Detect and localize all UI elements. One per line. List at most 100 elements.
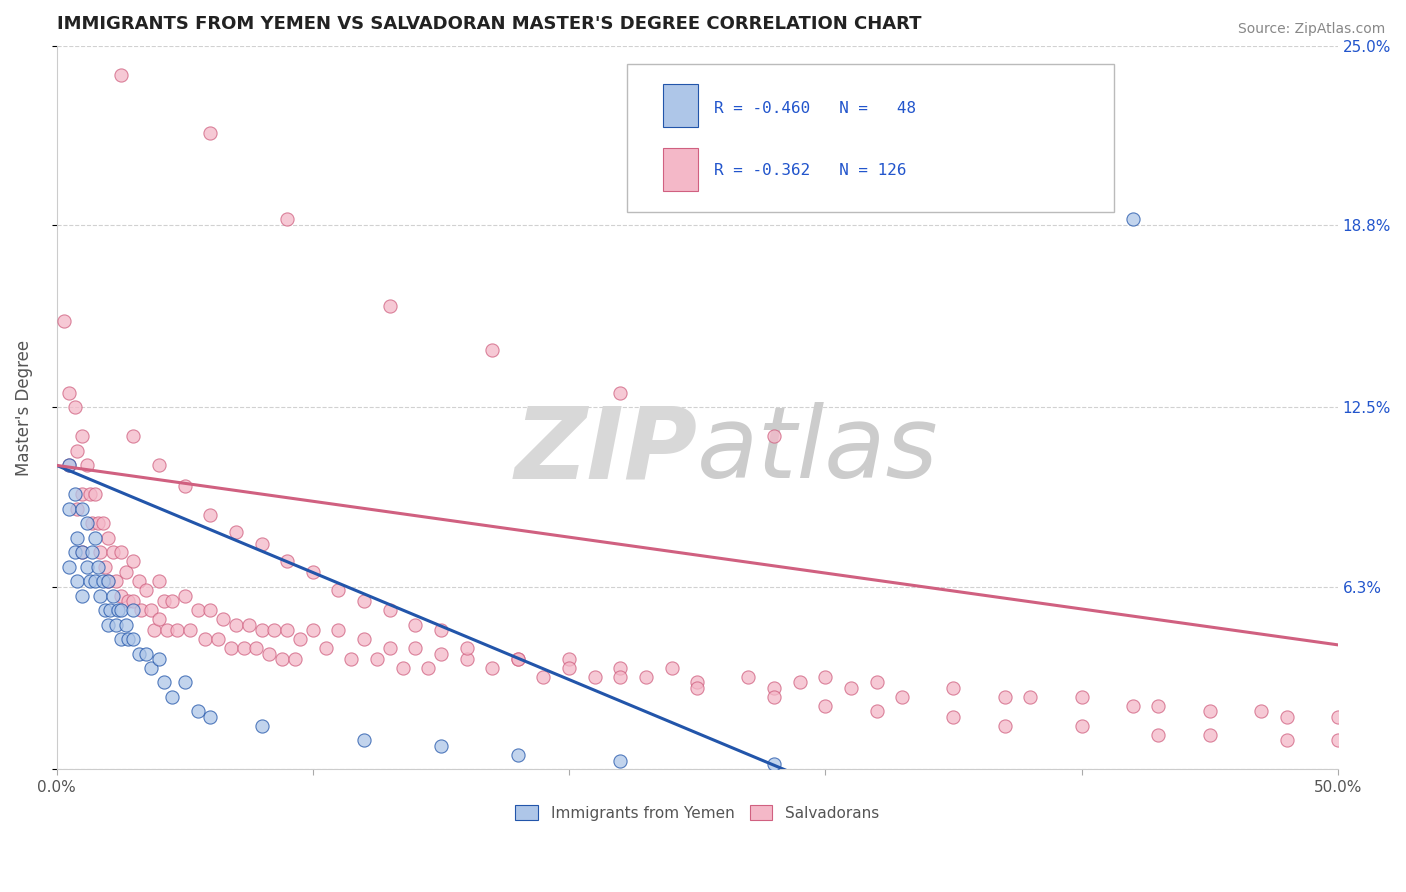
Point: [276, 624, 298, 638]
Point: [558, 652, 581, 666]
Point: [250, 719, 273, 733]
Point: [91, 516, 114, 531]
Point: [97, 574, 120, 589]
Point: [84, 487, 107, 501]
Point: [609, 754, 631, 768]
Point: [160, 594, 183, 608]
Point: [219, 640, 242, 655]
Point: [353, 632, 375, 646]
Point: [117, 594, 139, 608]
Point: [70, 545, 93, 559]
Point: [404, 617, 426, 632]
Point: [66, 501, 89, 516]
Point: [200, 603, 222, 617]
FancyBboxPatch shape: [627, 63, 1114, 212]
Point: [238, 617, 260, 632]
Point: [1326, 733, 1348, 747]
Point: [1275, 733, 1298, 747]
Point: [89, 589, 111, 603]
Point: [173, 589, 195, 603]
Point: [212, 612, 235, 626]
Point: [284, 652, 307, 666]
Point: [1198, 728, 1220, 742]
Point: [634, 670, 657, 684]
Point: [135, 647, 157, 661]
Text: R = -0.460   N =   48: R = -0.460 N = 48: [714, 101, 915, 116]
Point: [63, 545, 86, 559]
Point: [110, 632, 132, 646]
Point: [942, 681, 965, 696]
Point: [66, 574, 89, 589]
Point: [609, 670, 631, 684]
Point: [104, 617, 127, 632]
Point: [94, 559, 117, 574]
Point: [148, 458, 170, 473]
Point: [70, 545, 93, 559]
Point: [122, 632, 145, 646]
Point: [558, 661, 581, 675]
Point: [481, 343, 503, 357]
Point: [143, 624, 166, 638]
Point: [128, 647, 150, 661]
Point: [66, 443, 89, 458]
Point: [153, 594, 176, 608]
Point: [58, 386, 80, 401]
Text: Source: ZipAtlas.com: Source: ZipAtlas.com: [1237, 22, 1385, 37]
Point: [122, 594, 145, 608]
Point: [166, 624, 188, 638]
Point: [148, 652, 170, 666]
Point: [814, 698, 837, 713]
Point: [141, 603, 163, 617]
Point: [76, 458, 98, 473]
Text: R = -0.362   N = 126: R = -0.362 N = 126: [714, 162, 907, 178]
Point: [481, 661, 503, 675]
Point: [97, 531, 120, 545]
Point: [148, 612, 170, 626]
Point: [207, 632, 229, 646]
Point: [186, 603, 208, 617]
FancyBboxPatch shape: [662, 148, 699, 192]
Point: [865, 675, 887, 690]
Point: [63, 487, 86, 501]
Point: [506, 652, 529, 666]
Point: [430, 624, 453, 638]
Point: [58, 559, 80, 574]
Point: [263, 624, 285, 638]
Point: [763, 681, 786, 696]
Point: [1122, 698, 1144, 713]
Point: [418, 661, 440, 675]
Point: [506, 747, 529, 762]
Point: [340, 652, 363, 666]
Point: [200, 126, 222, 140]
Point: [91, 574, 114, 589]
Point: [70, 429, 93, 443]
Point: [763, 690, 786, 704]
Point: [506, 652, 529, 666]
Point: [84, 531, 107, 545]
Point: [186, 705, 208, 719]
Point: [865, 705, 887, 719]
Point: [1198, 705, 1220, 719]
Point: [430, 739, 453, 753]
Point: [1275, 710, 1298, 724]
Point: [89, 545, 111, 559]
Point: [128, 574, 150, 589]
Point: [271, 652, 294, 666]
Point: [942, 710, 965, 724]
Point: [994, 719, 1017, 733]
Point: [82, 516, 104, 531]
Point: [70, 589, 93, 603]
Point: [533, 670, 555, 684]
Point: [141, 661, 163, 675]
Point: [70, 487, 93, 501]
Point: [97, 574, 120, 589]
Point: [110, 603, 132, 617]
Point: [225, 617, 247, 632]
Point: [84, 574, 107, 589]
Point: [135, 582, 157, 597]
Point: [839, 681, 862, 696]
Text: IMMIGRANTS FROM YEMEN VS SALVADORAN MASTER'S DEGREE CORRELATION CHART: IMMIGRANTS FROM YEMEN VS SALVADORAN MAST…: [56, 15, 921, 33]
Point: [1019, 690, 1042, 704]
Point: [110, 589, 132, 603]
Point: [259, 647, 281, 661]
